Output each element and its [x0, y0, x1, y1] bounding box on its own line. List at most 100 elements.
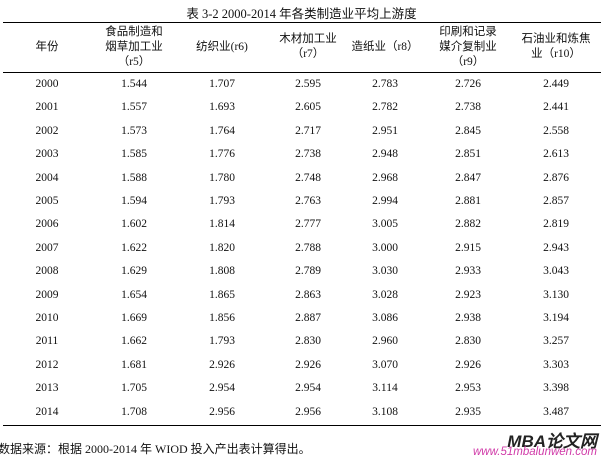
table-cell: 1.573 [121, 124, 147, 137]
table-cell: 2.558 [543, 124, 569, 137]
table-cell: 2.763 [295, 195, 321, 207]
table-cell: 2.748 [295, 171, 321, 184]
table-cell: 2.605 [295, 101, 321, 114]
table-cell: 1.669 [121, 312, 147, 324]
column-header: 业（r10） [531, 48, 581, 60]
table-cell: 3.086 [372, 312, 398, 324]
table-cell: 2.738 [295, 148, 321, 161]
table-cell: 2.926 [455, 358, 481, 371]
table-cell: 1.820 [209, 241, 235, 254]
table-cell: 1.557 [121, 101, 147, 114]
table-cell: 2.857 [543, 195, 569, 207]
column-header: 纺织业(r6) [196, 40, 248, 53]
column-header: 印刷和记录 [439, 25, 497, 38]
column-header: （r7） [291, 48, 325, 60]
table-cell: 2.960 [372, 335, 398, 348]
table-cell: 2.782 [372, 101, 398, 114]
column-header: （r9） [451, 55, 485, 68]
row-year: 2005 [35, 195, 59, 207]
table-cell: 2.923 [455, 288, 481, 301]
source-note: 数据来源：根据 2000-2014 年 WIOD 投入产出表计算得出。 [0, 442, 311, 456]
row-year: 2006 [35, 218, 59, 231]
header-rule [3, 72, 601, 73]
row-year: 2000 [35, 78, 59, 90]
table-cell: 2.876 [543, 171, 569, 184]
row-year: 2007 [35, 241, 59, 254]
table-cell: 1.705 [121, 382, 147, 395]
table-cell: 1.594 [121, 195, 147, 207]
row-year: 2003 [35, 148, 59, 161]
column-header: 木材加工业 [279, 33, 337, 45]
table-cell: 3.030 [372, 265, 398, 278]
table-cell: 2.819 [543, 218, 569, 231]
column-header: 烟草加工业 [105, 40, 163, 53]
table-cell: 2.777 [295, 218, 321, 231]
table-cell: 2.845 [455, 124, 481, 137]
table-cell: 1.544 [121, 78, 147, 90]
table-cell: 2.968 [372, 171, 398, 184]
table-title: 表 3-2 2000-2014 年各类制造业平均上游度 [186, 7, 417, 21]
table-cell: 2.851 [455, 148, 481, 161]
row-year: 2014 [35, 405, 59, 418]
table-cell: 1.780 [209, 171, 235, 184]
table-cell: 1.707 [209, 78, 235, 90]
table-cell: 3.000 [372, 241, 398, 254]
top-rule [3, 22, 601, 23]
table-cell: 2.938 [455, 312, 481, 324]
table-cell: 2.994 [372, 195, 398, 207]
row-year: 2009 [35, 288, 59, 301]
column-header: 食品制造和 [105, 25, 163, 38]
column-header: 造纸业（r8） [351, 40, 419, 53]
table-cell: 2.933 [455, 265, 481, 278]
table-cell: 2.738 [455, 101, 481, 114]
table-cell: 2.926 [209, 358, 235, 371]
table-cell: 3.487 [543, 405, 569, 418]
watermark-brand: MBA论文网 [507, 432, 597, 451]
row-year: 2012 [35, 358, 59, 371]
table-cell: 2.954 [209, 382, 235, 395]
table-cell: 2.830 [295, 335, 321, 348]
table-cell: 2.956 [295, 405, 321, 418]
table-cell: 1.602 [121, 218, 147, 231]
table-cell: 1.654 [121, 288, 147, 301]
row-year: 2011 [35, 335, 59, 348]
row-year: 2001 [35, 101, 59, 114]
table-cell: 1.856 [209, 312, 235, 324]
table-cell: 2.863 [295, 288, 321, 301]
table-cell: 1.814 [209, 218, 235, 231]
table-cell: 2.783 [372, 78, 398, 90]
table-cell: 3.108 [372, 405, 398, 418]
table-cell: 2.882 [455, 218, 481, 231]
table-cell: 3.043 [543, 265, 569, 278]
table-cell: 1.622 [121, 241, 147, 254]
table-cell: 3.303 [543, 358, 569, 371]
row-year: 2002 [35, 124, 59, 137]
table-cell: 1.865 [209, 288, 235, 301]
table-cell: 2.956 [209, 405, 235, 418]
table-cell: 3.194 [543, 312, 569, 324]
table-cell: 2.935 [455, 405, 481, 418]
table-cell: 3.114 [372, 382, 398, 395]
table-cell: 3.398 [543, 382, 569, 395]
row-year: 2013 [35, 382, 59, 395]
table-cell: 2.954 [295, 382, 321, 395]
table-cell: 2.926 [295, 358, 321, 371]
table-cell: 2.441 [543, 101, 569, 114]
column-header: 石油业和炼焦 [521, 33, 591, 45]
row-year: 2004 [35, 171, 59, 184]
table-cell: 2.881 [455, 195, 481, 207]
column-header: 媒介复制业 [439, 40, 497, 53]
row-year: 2010 [35, 312, 59, 324]
table-cell: 1.662 [121, 335, 147, 348]
table-cell: 3.028 [372, 288, 398, 301]
table-cell: 3.070 [372, 358, 398, 371]
table-cell: 3.005 [372, 218, 398, 231]
column-header: （r5） [117, 55, 151, 68]
table-cell: 1.708 [121, 405, 147, 418]
table-cell: 2.830 [455, 335, 481, 348]
table-cell: 1.588 [121, 171, 147, 184]
table-cell: 1.808 [209, 265, 235, 278]
table-cell: 2.449 [543, 78, 569, 90]
table-cell: 1.793 [209, 335, 235, 348]
